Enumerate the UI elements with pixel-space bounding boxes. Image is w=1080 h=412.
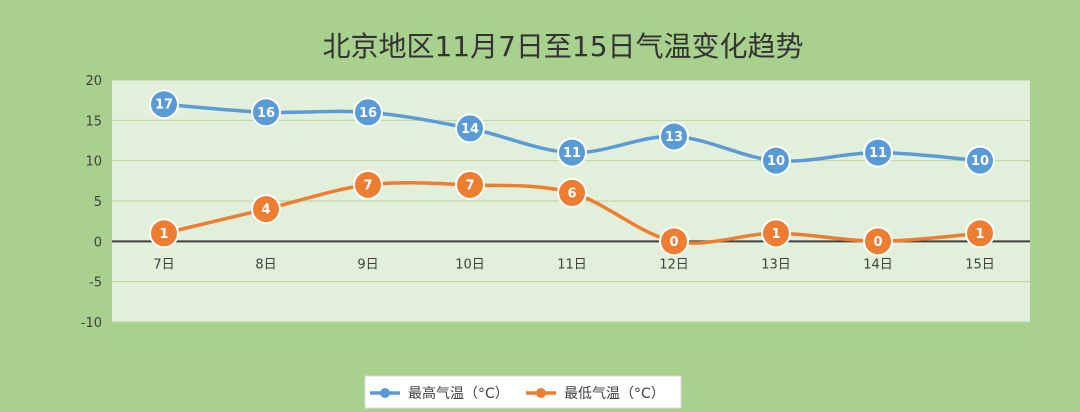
data-label-low: 6 bbox=[567, 186, 576, 201]
data-label-high: 14 bbox=[461, 122, 479, 137]
data-label-high: 17 bbox=[155, 98, 173, 113]
data-label-low: 7 bbox=[363, 178, 372, 193]
x-tick-label: 15日 bbox=[965, 257, 995, 272]
x-tick-label: 8日 bbox=[255, 257, 276, 272]
legend-label-low: 最低气温（°C） bbox=[564, 386, 665, 402]
data-label-low: 4 bbox=[261, 203, 270, 218]
data-label-low: 1 bbox=[771, 227, 780, 242]
data-label-high: 16 bbox=[359, 106, 377, 121]
data-point-low bbox=[251, 194, 281, 225]
data-point-high bbox=[455, 113, 485, 144]
data-point-high bbox=[251, 97, 281, 128]
x-tick-label: 11日 bbox=[557, 257, 587, 272]
data-label-low: 1 bbox=[975, 227, 984, 242]
data-label-high: 13 bbox=[665, 130, 683, 145]
data-point-low bbox=[761, 218, 791, 249]
y-tick-label: -5 bbox=[89, 276, 102, 291]
data-label-low: 0 bbox=[873, 235, 882, 250]
data-point-high bbox=[863, 137, 893, 168]
y-tick-label: 20 bbox=[85, 74, 102, 89]
data-point-high bbox=[761, 145, 791, 176]
chart-title: 北京地区11月7日至15日气温变化趋势 bbox=[322, 30, 803, 63]
data-point-high bbox=[659, 121, 689, 152]
x-tick-label: 12日 bbox=[659, 257, 689, 272]
y-tick-label: 5 bbox=[94, 195, 102, 210]
data-label-high: 16 bbox=[257, 106, 275, 121]
data-label-low: 7 bbox=[465, 178, 474, 193]
data-point-low bbox=[149, 218, 179, 249]
data-label-high: 10 bbox=[767, 154, 785, 169]
data-label-high: 10 bbox=[971, 154, 989, 169]
data-point-high bbox=[557, 137, 587, 168]
data-label-low: 1 bbox=[159, 227, 168, 242]
x-tick-label: 9日 bbox=[357, 257, 378, 272]
data-label-high: 11 bbox=[563, 146, 581, 161]
data-label-high: 11 bbox=[869, 146, 887, 161]
legend-box bbox=[364, 375, 682, 409]
y-tick-label: 15 bbox=[85, 114, 102, 129]
legend-marker-low bbox=[536, 388, 546, 398]
data-point-low bbox=[353, 169, 383, 200]
y-tick-label: 10 bbox=[85, 155, 102, 170]
x-tick-label: 7日 bbox=[153, 257, 174, 272]
y-tick-label: 0 bbox=[94, 235, 102, 250]
data-point-high bbox=[353, 97, 383, 128]
x-tick-label: 13日 bbox=[761, 257, 791, 272]
data-label-low: 0 bbox=[669, 235, 678, 250]
legend-label-high: 最高气温（°C） bbox=[408, 385, 509, 402]
data-point-high bbox=[965, 145, 995, 176]
data-point-low bbox=[659, 226, 689, 257]
data-point-low bbox=[863, 226, 893, 257]
x-tick-label: 10日 bbox=[455, 257, 485, 272]
data-point-low bbox=[965, 218, 995, 249]
y-tick-label: -10 bbox=[81, 316, 102, 331]
x-tick-label: 14日 bbox=[863, 257, 893, 272]
data-point-high bbox=[149, 89, 179, 120]
legend-marker-high bbox=[380, 388, 390, 398]
data-point-low bbox=[557, 177, 587, 208]
data-point-low bbox=[455, 169, 485, 200]
chart-legend: 最高气温（°C） 最低气温（°C） bbox=[364, 375, 682, 409]
